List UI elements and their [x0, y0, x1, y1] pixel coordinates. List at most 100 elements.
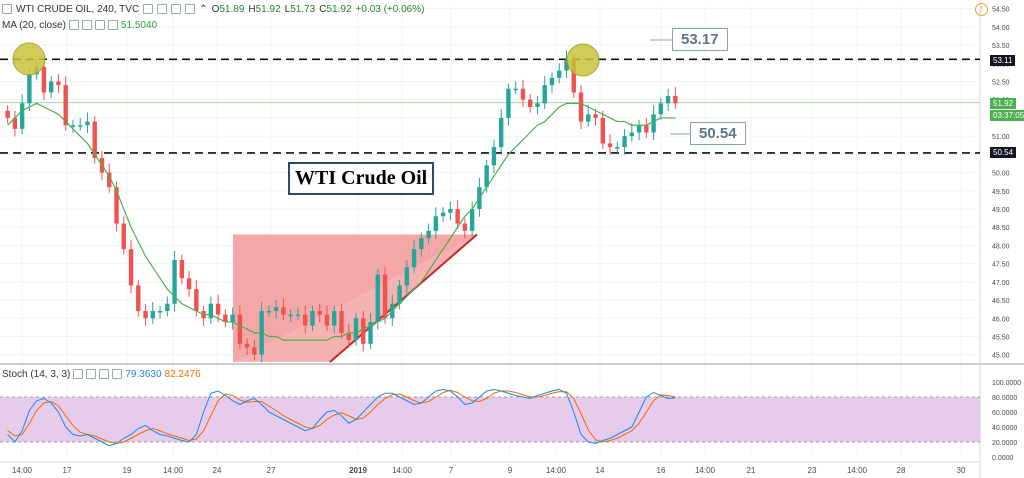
eye-icon[interactable]: [143, 4, 154, 14]
y-tick-label: 49.00: [992, 207, 1010, 214]
ma-value: 51.5040: [120, 19, 158, 31]
candle-body: [520, 88, 526, 100]
settings-icon[interactable]: [157, 4, 168, 14]
candle-body: [484, 165, 489, 188]
support-callout[interactable]: 50.54: [690, 122, 746, 145]
ma-label[interactable]: MA (20, close): [2, 19, 66, 31]
candle-body: [600, 117, 605, 144]
stoch-legend: Stoch (14, 3, 3) 79.3630 82.2476: [0, 367, 201, 381]
candle-body: [12, 117, 18, 129]
candle-body: [48, 81, 54, 93]
candle-body: [70, 125, 76, 127]
candle-body: [491, 147, 497, 166]
candle-body: [295, 314, 301, 317]
chevron-up-icon[interactable]: ⌃: [199, 3, 208, 15]
candle-body: [121, 223, 126, 250]
candle-body: [273, 307, 279, 311]
candle-body: [215, 303, 221, 315]
eye-icon[interactable]: [73, 369, 84, 379]
candle-body: [440, 212, 446, 217]
change-field: +0.03 (+0.06%): [355, 3, 425, 15]
candle-body: [557, 70, 562, 78]
candle-body: [128, 249, 134, 286]
settings-icon[interactable]: [81, 20, 92, 30]
stoch-tick-label: 40.0000: [992, 425, 1017, 432]
candle-body: [455, 209, 460, 224]
stoch-tick-label: 80.0000: [992, 395, 1017, 402]
candle-body: [564, 59, 569, 71]
candle-body: [41, 66, 47, 93]
candle-body: [223, 314, 228, 322]
x-tick-label: 27: [267, 466, 276, 475]
warning-icon[interactable]: !: [975, 3, 988, 16]
y-tick-label: 54.00: [992, 25, 1010, 32]
candle-body: [571, 59, 576, 93]
candle-body: [513, 88, 518, 91]
low-field: L51.73: [284, 3, 316, 15]
candle-body: [150, 311, 155, 319]
candle-body: [549, 77, 555, 86]
candle-body: [63, 85, 68, 126]
y-tick-label: 47.00: [992, 280, 1010, 287]
chart-title-annotation[interactable]: WTI Crude Oil: [288, 162, 435, 195]
y-tick-label: 48.00: [992, 243, 1010, 250]
y-tick-label: 46.50: [992, 298, 1010, 305]
x-tick-label: 14:00: [695, 466, 716, 475]
x-tick-label: 24: [213, 466, 222, 475]
ma-legend: MA (20, close) 51.5040: [0, 18, 157, 32]
candle-body: [607, 143, 613, 148]
stoch-label[interactable]: Stoch (14, 3, 3): [2, 368, 71, 380]
close-icon[interactable]: [171, 4, 182, 14]
x-tick-label: 14: [596, 466, 605, 475]
candle-body: [586, 114, 591, 122]
x-tick-label: 30: [957, 466, 966, 475]
candle-body: [615, 147, 620, 149]
candle-body: [332, 311, 337, 326]
candle-body: [346, 332, 351, 341]
candle-body: [78, 125, 83, 127]
trend-line: [329, 233, 478, 363]
candle-body: [157, 311, 163, 313]
eye-icon[interactable]: [68, 20, 79, 30]
candle-body: [419, 238, 424, 250]
candle-body: [644, 125, 649, 133]
candle-body: [194, 289, 199, 311]
candle-body: [165, 303, 170, 311]
candle-body: [433, 216, 439, 231]
resistance-callout[interactable]: 53.17: [672, 28, 728, 51]
settings-icon[interactable]: [86, 369, 97, 379]
stoch-tick-label: 0.0000: [992, 455, 1014, 462]
close-icon[interactable]: [99, 369, 110, 379]
countdown-tag: 03:37:05: [990, 110, 1024, 121]
candle-body: [665, 96, 671, 104]
candle-body: [92, 121, 97, 158]
candle-body: [208, 303, 214, 319]
symbol-label[interactable]: WTI CRUDE OIL, 240, TVC: [16, 3, 140, 15]
candle-body: [462, 223, 468, 231]
x-tick-label: 2019: [349, 466, 367, 475]
y-tick-label: 49.50: [992, 189, 1010, 196]
candle-body: [107, 172, 112, 188]
candle-body: [375, 274, 380, 322]
y-tick-label: 45.00: [992, 353, 1010, 360]
stoch-d-value: 82.2476: [164, 368, 201, 380]
more-icon[interactable]: [185, 4, 196, 14]
candle-body: [56, 81, 61, 86]
support-price-tag: 50.54: [990, 147, 1017, 158]
candle-body: [339, 311, 344, 333]
x-tick-label: 16: [657, 466, 666, 475]
stoch-k-value: 79.3630: [125, 368, 162, 380]
x-tick-label: 9: [508, 466, 513, 475]
more-icon[interactable]: [112, 369, 123, 379]
candle-body: [179, 260, 185, 279]
close-icon[interactable]: [94, 20, 105, 30]
more-icon[interactable]: [107, 20, 118, 30]
collapse-legend-icon[interactable]: [2, 4, 12, 14]
stoch-tick-label: 20.0000: [992, 440, 1017, 447]
resistance-price-tag: 53.11: [990, 55, 1016, 66]
candle-body: [636, 125, 642, 133]
candle-body: [317, 311, 322, 315]
candle-body: [397, 285, 402, 304]
candle-body: [27, 74, 32, 104]
